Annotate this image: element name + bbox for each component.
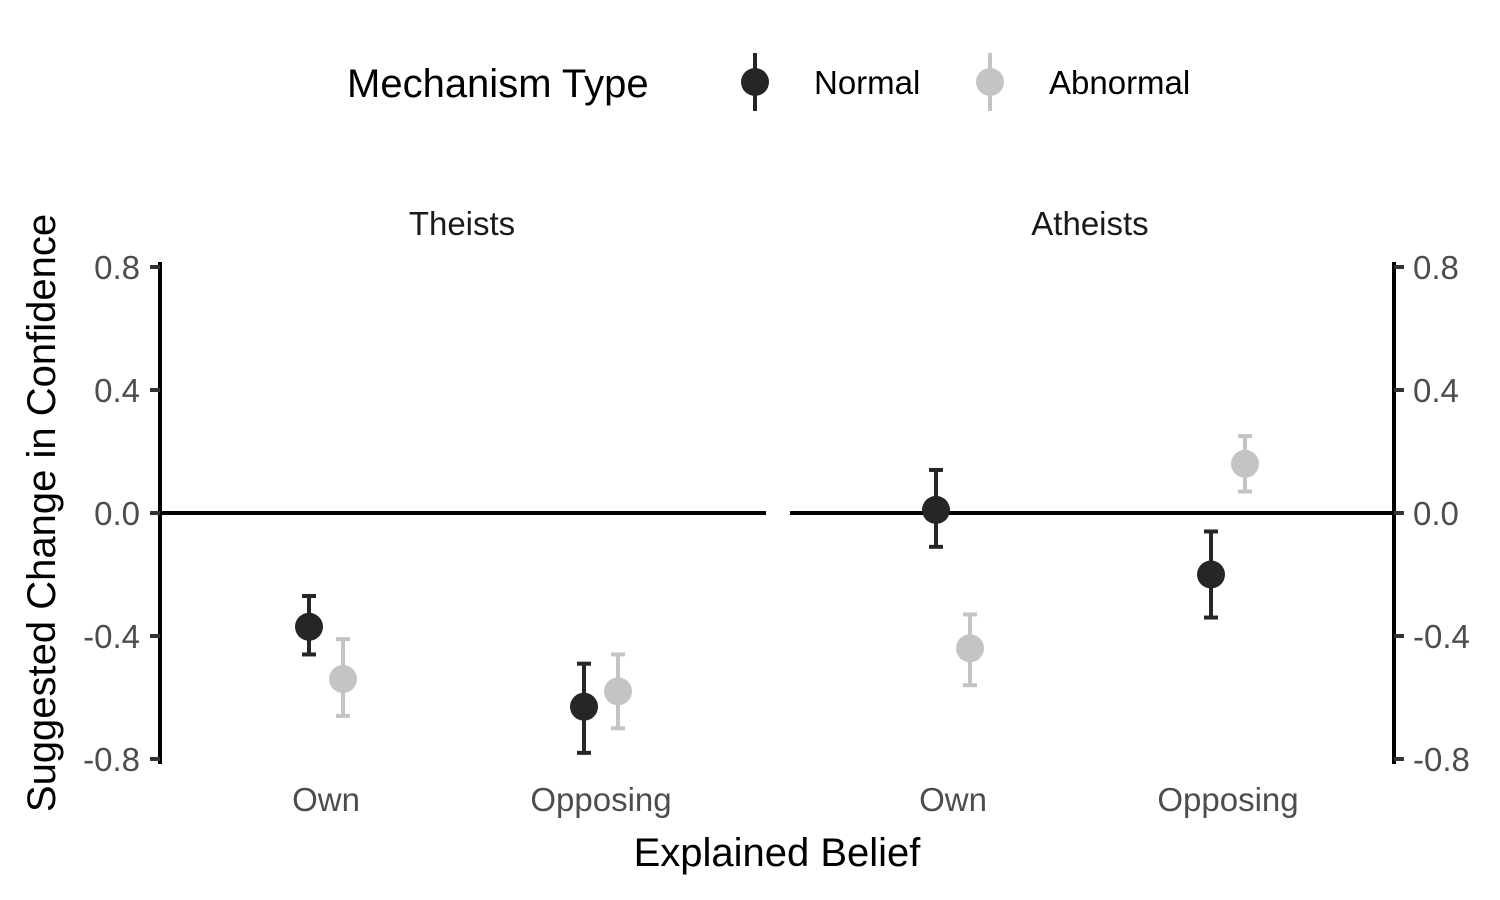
- atheists-own-abnormal-point: [956, 634, 984, 663]
- left-y-ticks: -0.8 -0.4 0.0 0.4 0.8: [83, 249, 160, 778]
- data-marks: [295, 434, 1259, 755]
- theists-own-normal-point: [295, 612, 323, 641]
- atheists-own-normal-point: [922, 495, 950, 524]
- legend-label-abnormal: Abnormal: [1049, 64, 1190, 101]
- left-y-tick-label: 0.8: [94, 249, 140, 286]
- theists-opposing-normal-point: [570, 692, 598, 721]
- theists-opposing-abnormal-point: [604, 677, 632, 706]
- left-y-tick-label: 0.0: [94, 495, 140, 532]
- right-y-tick-label: 0.8: [1413, 249, 1459, 286]
- x-tick-label-own: Own: [919, 781, 987, 818]
- legend-title: Mechanism Type: [347, 62, 649, 106]
- atheists-opposing-normal-point: [1197, 560, 1225, 589]
- x-tick-label-opposing: Opposing: [530, 781, 671, 818]
- right-y-ticks: -0.8 -0.4 0.0 0.4 0.8: [1394, 249, 1470, 778]
- x-tick-labels: Own Opposing Own Opposing: [292, 781, 1299, 818]
- x-tick-label-own: Own: [292, 781, 360, 818]
- right-y-tick-label: -0.8: [1413, 741, 1470, 778]
- left-y-tick-label: -0.8: [83, 741, 140, 778]
- atheists-opposing-abnormal-point: [1231, 449, 1259, 478]
- legend-label-normal: Normal: [814, 64, 920, 101]
- legend-key-abnormal-point: [976, 68, 1004, 96]
- panel-title-atheists: Atheists: [1031, 205, 1148, 242]
- right-y-tick-label: 0.4: [1413, 372, 1459, 409]
- right-y-tick-label: 0.0: [1413, 495, 1459, 532]
- legend-key-normal-point: [741, 68, 769, 96]
- y-axis-title: Suggested Change in Confidence: [20, 214, 64, 812]
- left-y-tick-label: 0.4: [94, 372, 140, 409]
- legend: Mechanism Type Normal Abnormal: [347, 53, 1190, 111]
- right-y-tick-label: -0.4: [1413, 618, 1470, 655]
- panel-title-theists: Theists: [409, 205, 515, 242]
- legend-key-normal: [741, 53, 769, 111]
- theists-own-abnormal-point: [329, 665, 357, 694]
- left-y-tick-label: -0.4: [83, 618, 140, 655]
- x-axis-title: Explained Belief: [634, 831, 922, 875]
- legend-key-abnormal: [976, 53, 1004, 111]
- x-tick-label-opposing: Opposing: [1157, 781, 1298, 818]
